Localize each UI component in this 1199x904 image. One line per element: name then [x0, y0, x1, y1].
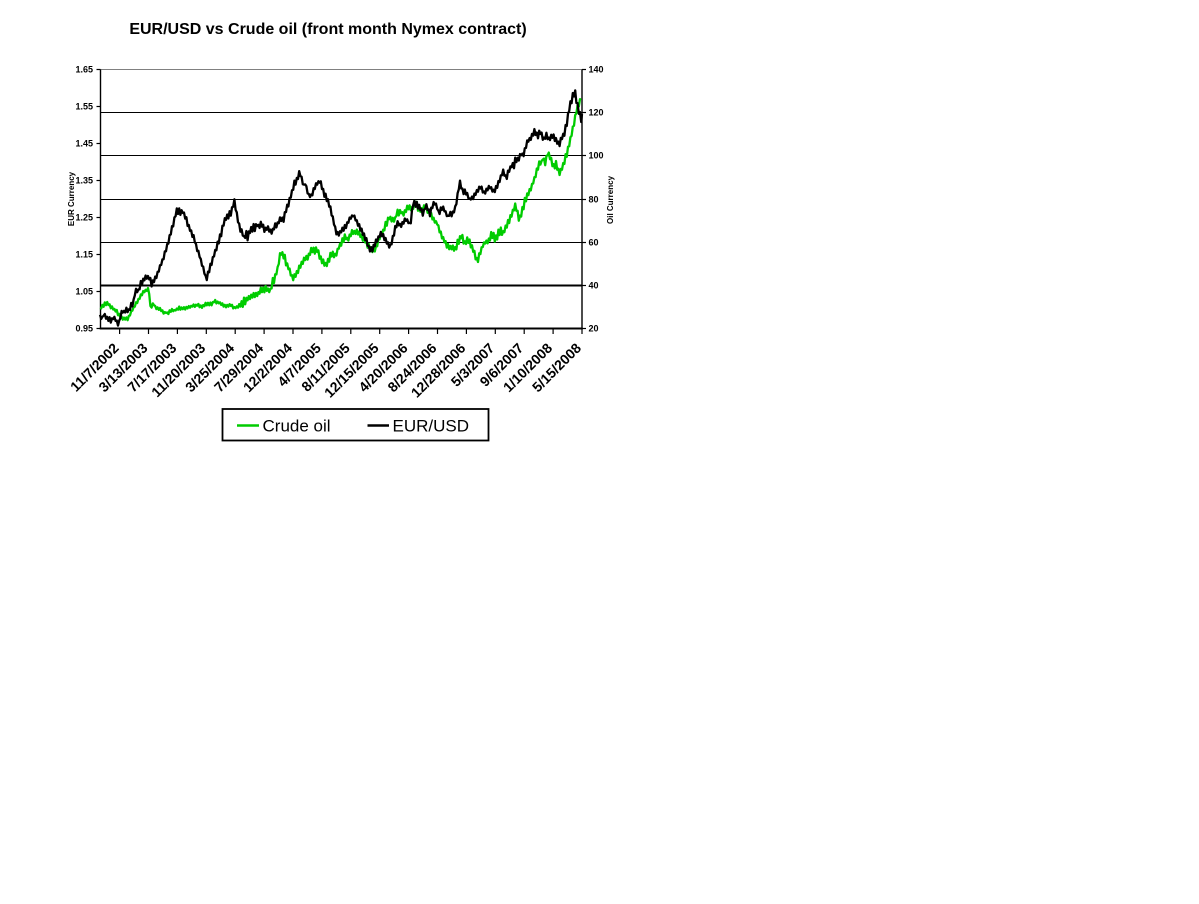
svg-text:1.35: 1.35: [75, 176, 93, 186]
svg-text:EUR/USD: EUR/USD: [393, 417, 470, 436]
svg-text:80: 80: [589, 195, 599, 205]
svg-text:Crude oil: Crude oil: [263, 417, 331, 436]
svg-text:1.65: 1.65: [75, 65, 93, 75]
svg-text:EUR/USD vs Crude oil (front mo: EUR/USD vs Crude oil (front month Nymex …: [129, 21, 526, 38]
svg-text:100: 100: [589, 151, 604, 161]
svg-text:1.55: 1.55: [75, 102, 93, 112]
svg-text:20: 20: [589, 324, 599, 334]
svg-text:60: 60: [589, 238, 599, 248]
svg-text:0.95: 0.95: [75, 324, 93, 334]
svg-text:120: 120: [589, 108, 604, 118]
svg-text:EUR Currency: EUR Currency: [67, 171, 76, 226]
svg-text:40: 40: [589, 281, 599, 291]
svg-text:1.45: 1.45: [75, 139, 93, 149]
svg-text:140: 140: [589, 65, 604, 75]
svg-text:1.25: 1.25: [75, 213, 93, 223]
svg-text:1.15: 1.15: [75, 250, 93, 260]
svg-text:1.05: 1.05: [75, 287, 93, 297]
svg-text:Oil Currency: Oil Currency: [606, 175, 615, 224]
